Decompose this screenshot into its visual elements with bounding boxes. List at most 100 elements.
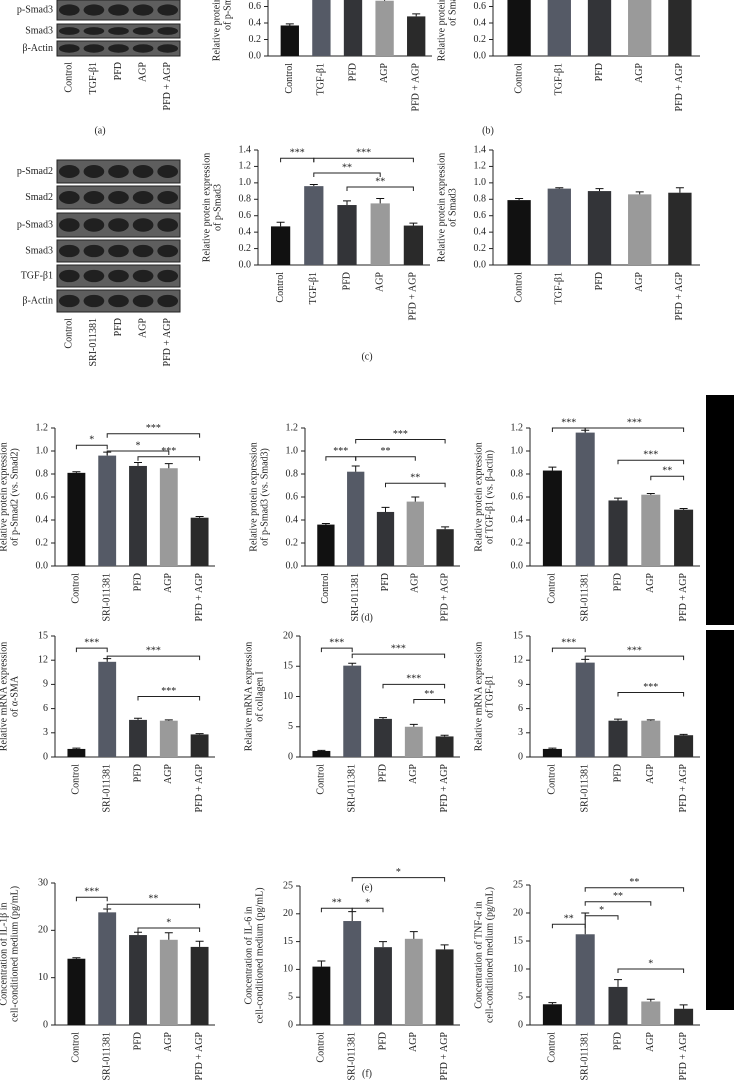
significance-bracket <box>106 903 201 909</box>
x-tick-label: AGP <box>634 63 645 83</box>
x-tick-label: PFD + AGP <box>678 764 689 813</box>
blot-band <box>58 4 80 16</box>
edge-block <box>706 395 734 625</box>
bar <box>374 718 392 757</box>
significance-bracket <box>313 157 414 163</box>
error-bar <box>548 466 557 471</box>
y-tick-label: 1.2 <box>474 161 487 172</box>
blot-band <box>108 4 129 16</box>
significance-label: *** <box>356 148 371 159</box>
y-axis-label: of Smad3 <box>447 0 458 26</box>
x-tick-label: PFD <box>341 272 352 290</box>
error-bar <box>195 733 204 735</box>
significance-bracket <box>75 896 108 902</box>
blot-band <box>83 269 105 283</box>
y-tick-label: 0.4 <box>36 514 49 525</box>
blot-band <box>132 218 154 232</box>
y-tick-label: 0.8 <box>286 468 299 479</box>
panel-label: (c) <box>361 351 372 362</box>
error-bar <box>164 463 173 469</box>
blot-row-label: p-Smad2 <box>17 166 53 177</box>
x-tick-label: AGP <box>408 1032 419 1052</box>
blot-band <box>83 294 105 308</box>
bar <box>608 986 628 1025</box>
significance-bracket <box>355 439 446 444</box>
error-bar <box>548 747 557 749</box>
error-bar <box>555 187 564 189</box>
panel-label: (b) <box>482 125 494 136</box>
x-tick-label: PFD <box>612 764 623 782</box>
y-tick-label: 0.4 <box>474 17 487 28</box>
error-bar <box>195 516 204 518</box>
significance-bracket <box>551 923 586 929</box>
y-tick-label: 20 <box>283 630 293 641</box>
significance-bracket <box>75 647 108 653</box>
error-bar <box>646 998 655 1002</box>
y-tick-label: 9 <box>43 679 48 690</box>
blot-band <box>132 44 154 53</box>
y-tick-label: 0.2 <box>36 537 49 548</box>
x-tick-label: PFD <box>594 272 605 290</box>
x-tick-label: PFD + AGP <box>408 272 419 321</box>
bar <box>575 662 595 757</box>
significance-label: *** <box>84 886 99 897</box>
y-tick-label: 1.4 <box>474 144 487 155</box>
y-tick-label: 0.0 <box>511 560 524 571</box>
bar <box>312 750 331 757</box>
bar <box>312 0 331 56</box>
y-tick-label: 0.4 <box>474 226 487 237</box>
y-tick-label: 0.8 <box>511 468 524 479</box>
blot-band <box>108 269 129 283</box>
y-tick-label: 5 <box>518 991 523 1002</box>
x-tick-label: Control <box>513 63 524 94</box>
bar <box>343 665 362 757</box>
x-tick-label: SRI-011381 <box>346 1032 357 1080</box>
blot-band <box>157 244 179 258</box>
x-tick-label: Control <box>71 1032 82 1063</box>
x-tick-label: Control <box>71 573 82 604</box>
x-tick-label: AGP <box>645 1032 656 1052</box>
y-axis-label: of α-SMA <box>9 675 20 717</box>
y-tick-label: 30 <box>38 877 48 888</box>
y-tick-label: 10 <box>283 964 293 975</box>
blot-band <box>83 165 105 178</box>
y-tick-label: 1.2 <box>36 422 49 433</box>
bar <box>403 225 424 265</box>
bar <box>404 726 423 757</box>
y-tick-label: 15 <box>513 935 523 946</box>
y-tick-label: 1.0 <box>474 177 487 188</box>
blot-band <box>132 191 154 204</box>
bar <box>67 958 86 1025</box>
y-axis-label: Relative protein expression <box>248 442 259 551</box>
x-tick-label: SRI-011381 <box>346 764 357 813</box>
significance-label: *** <box>161 446 176 457</box>
y-tick-label: 12 <box>513 654 523 665</box>
significance-bracket <box>385 482 446 488</box>
x-tick-label: Control <box>320 573 331 604</box>
significance-bracket <box>584 915 619 920</box>
blot-lane-label: PFD <box>113 62 124 80</box>
y-tick-label: 0.8 <box>36 468 49 479</box>
y-tick-label: 0 <box>43 751 48 762</box>
x-tick-label: Control <box>275 272 286 303</box>
x-tick-label: TGF-β1 <box>308 272 319 304</box>
bar <box>312 966 331 1025</box>
bar <box>190 517 209 566</box>
significance-bracket <box>413 699 446 704</box>
y-tick-label: 1.2 <box>239 161 252 172</box>
y-tick-label: 0.6 <box>474 1 487 12</box>
significance-bracket <box>584 887 685 892</box>
bar <box>280 25 299 56</box>
y-tick-label: 1.2 <box>511 422 524 433</box>
y-tick-label: 0.0 <box>36 560 49 571</box>
significance-bracket <box>106 450 170 455</box>
x-tick-label: AGP <box>163 764 174 784</box>
y-tick-label: 0.4 <box>511 514 524 525</box>
y-axis-label: Relative protein expression <box>436 153 447 262</box>
blot-band <box>108 244 129 258</box>
significance-bracket <box>617 691 685 697</box>
blot-lane-label: AGP <box>137 318 148 338</box>
x-tick-label: PFD + AGP <box>439 573 450 622</box>
error-bar <box>635 191 644 195</box>
